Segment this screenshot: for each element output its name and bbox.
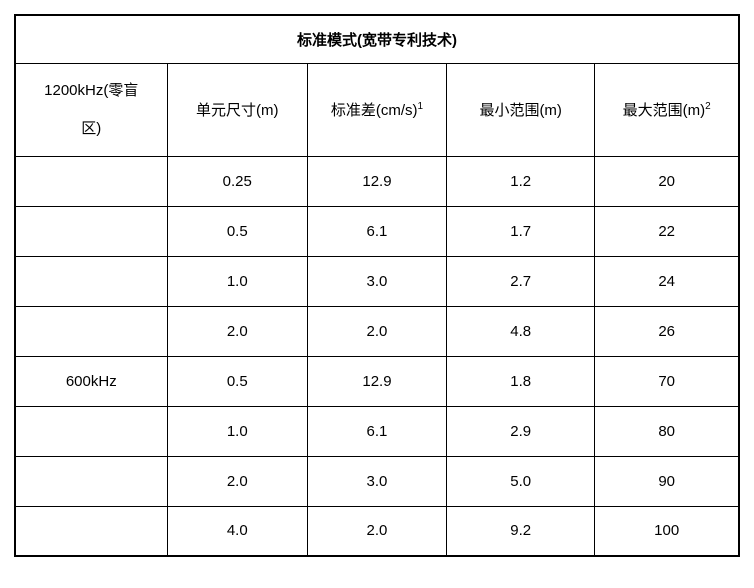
cell-max-range: 80 [594,405,740,457]
cell-frequency [14,455,168,507]
cell-size: 0.5 [166,205,308,257]
cell-std-dev: 2.0 [306,305,447,357]
cell-std-dev: 6.1 [306,205,447,257]
cell-min-range: 2.7 [445,255,596,307]
cell-size: 2.0 [166,455,308,507]
footnote-marker-2: 2 [705,101,711,112]
cell-max-range: 90 [594,455,740,507]
header-cell-size: 单元尺寸(m) [166,62,308,157]
table-row: 2.0 3.0 5.0 90 [14,455,740,507]
cell-min-range: 2.9 [445,405,596,457]
cell-min-range: 1.8 [445,355,596,407]
cell-frequency [14,205,168,257]
cell-max-range: 24 [594,255,740,307]
cell-size: 1.0 [166,255,308,307]
header-frequency-line1: 1200kHz(零盲 [44,81,139,99]
cell-frequency [14,405,168,457]
cell-frequency [14,505,168,557]
header-frequency: 1200kHz(零盲 区) [14,62,168,157]
header-std-dev-label: 标准差(cm/s) [330,102,418,119]
footnote-marker-1: 1 [417,101,424,112]
header-frequency-line2: 区) [81,119,102,137]
cell-size: 1.0 [166,405,308,457]
table-row: 4.0 2.0 9.2 100 [14,505,740,557]
cell-frequency: 600kHz [14,355,168,407]
cell-min-range: 5.0 [445,455,596,507]
cell-max-range: 100 [594,505,740,557]
cell-min-range: 1.7 [445,205,596,257]
cell-frequency [14,305,168,357]
cell-size: 2.0 [166,305,308,357]
table-row: 2.0 2.0 4.8 26 [14,305,740,357]
cell-min-range: 1.2 [445,155,596,207]
cell-size: 0.5 [166,355,308,407]
table-title: 标准模式(宽带专利技术) [14,14,740,64]
cell-frequency [14,155,168,207]
cell-std-dev: 6.1 [306,405,447,457]
cell-frequency [14,255,168,307]
cell-min-range: 4.8 [445,305,596,357]
cell-max-range: 26 [594,305,740,357]
cell-std-dev: 3.0 [306,255,447,307]
title-row: 标准模式(宽带专利技术) [14,14,740,64]
cell-max-range: 22 [594,205,740,257]
cell-max-range: 70 [594,355,740,407]
header-max-range: 最大范围(m)2 [594,62,740,157]
header-min-range: 最小范围(m) [445,62,596,157]
table-row: 600kHz 0.5 12.9 1.8 70 [14,355,740,407]
spec-table: 标准模式(宽带专利技术) 1200kHz(零盲 区) 单元尺寸(m) 标准差(c… [14,14,740,557]
cell-max-range: 20 [594,155,740,207]
header-row: 1200kHz(零盲 区) 单元尺寸(m) 标准差(cm/s)1 最小范围(m)… [14,62,740,157]
cell-size: 0.25 [166,155,308,207]
cell-std-dev: 12.9 [306,155,447,207]
table-row: 0.25 12.9 1.2 20 [14,155,740,207]
table-row: 1.0 6.1 2.9 80 [14,405,740,457]
cell-std-dev: 2.0 [306,505,447,557]
cell-std-dev: 3.0 [306,455,447,507]
table-row: 1.0 3.0 2.7 24 [14,255,740,307]
table-row: 0.5 6.1 1.7 22 [14,205,740,257]
cell-std-dev: 12.9 [306,355,447,407]
cell-size: 4.0 [166,505,308,557]
cell-min-range: 9.2 [445,505,596,557]
header-std-dev: 标准差(cm/s)1 [306,62,447,157]
header-max-range-label: 最大范围(m) [622,102,706,119]
